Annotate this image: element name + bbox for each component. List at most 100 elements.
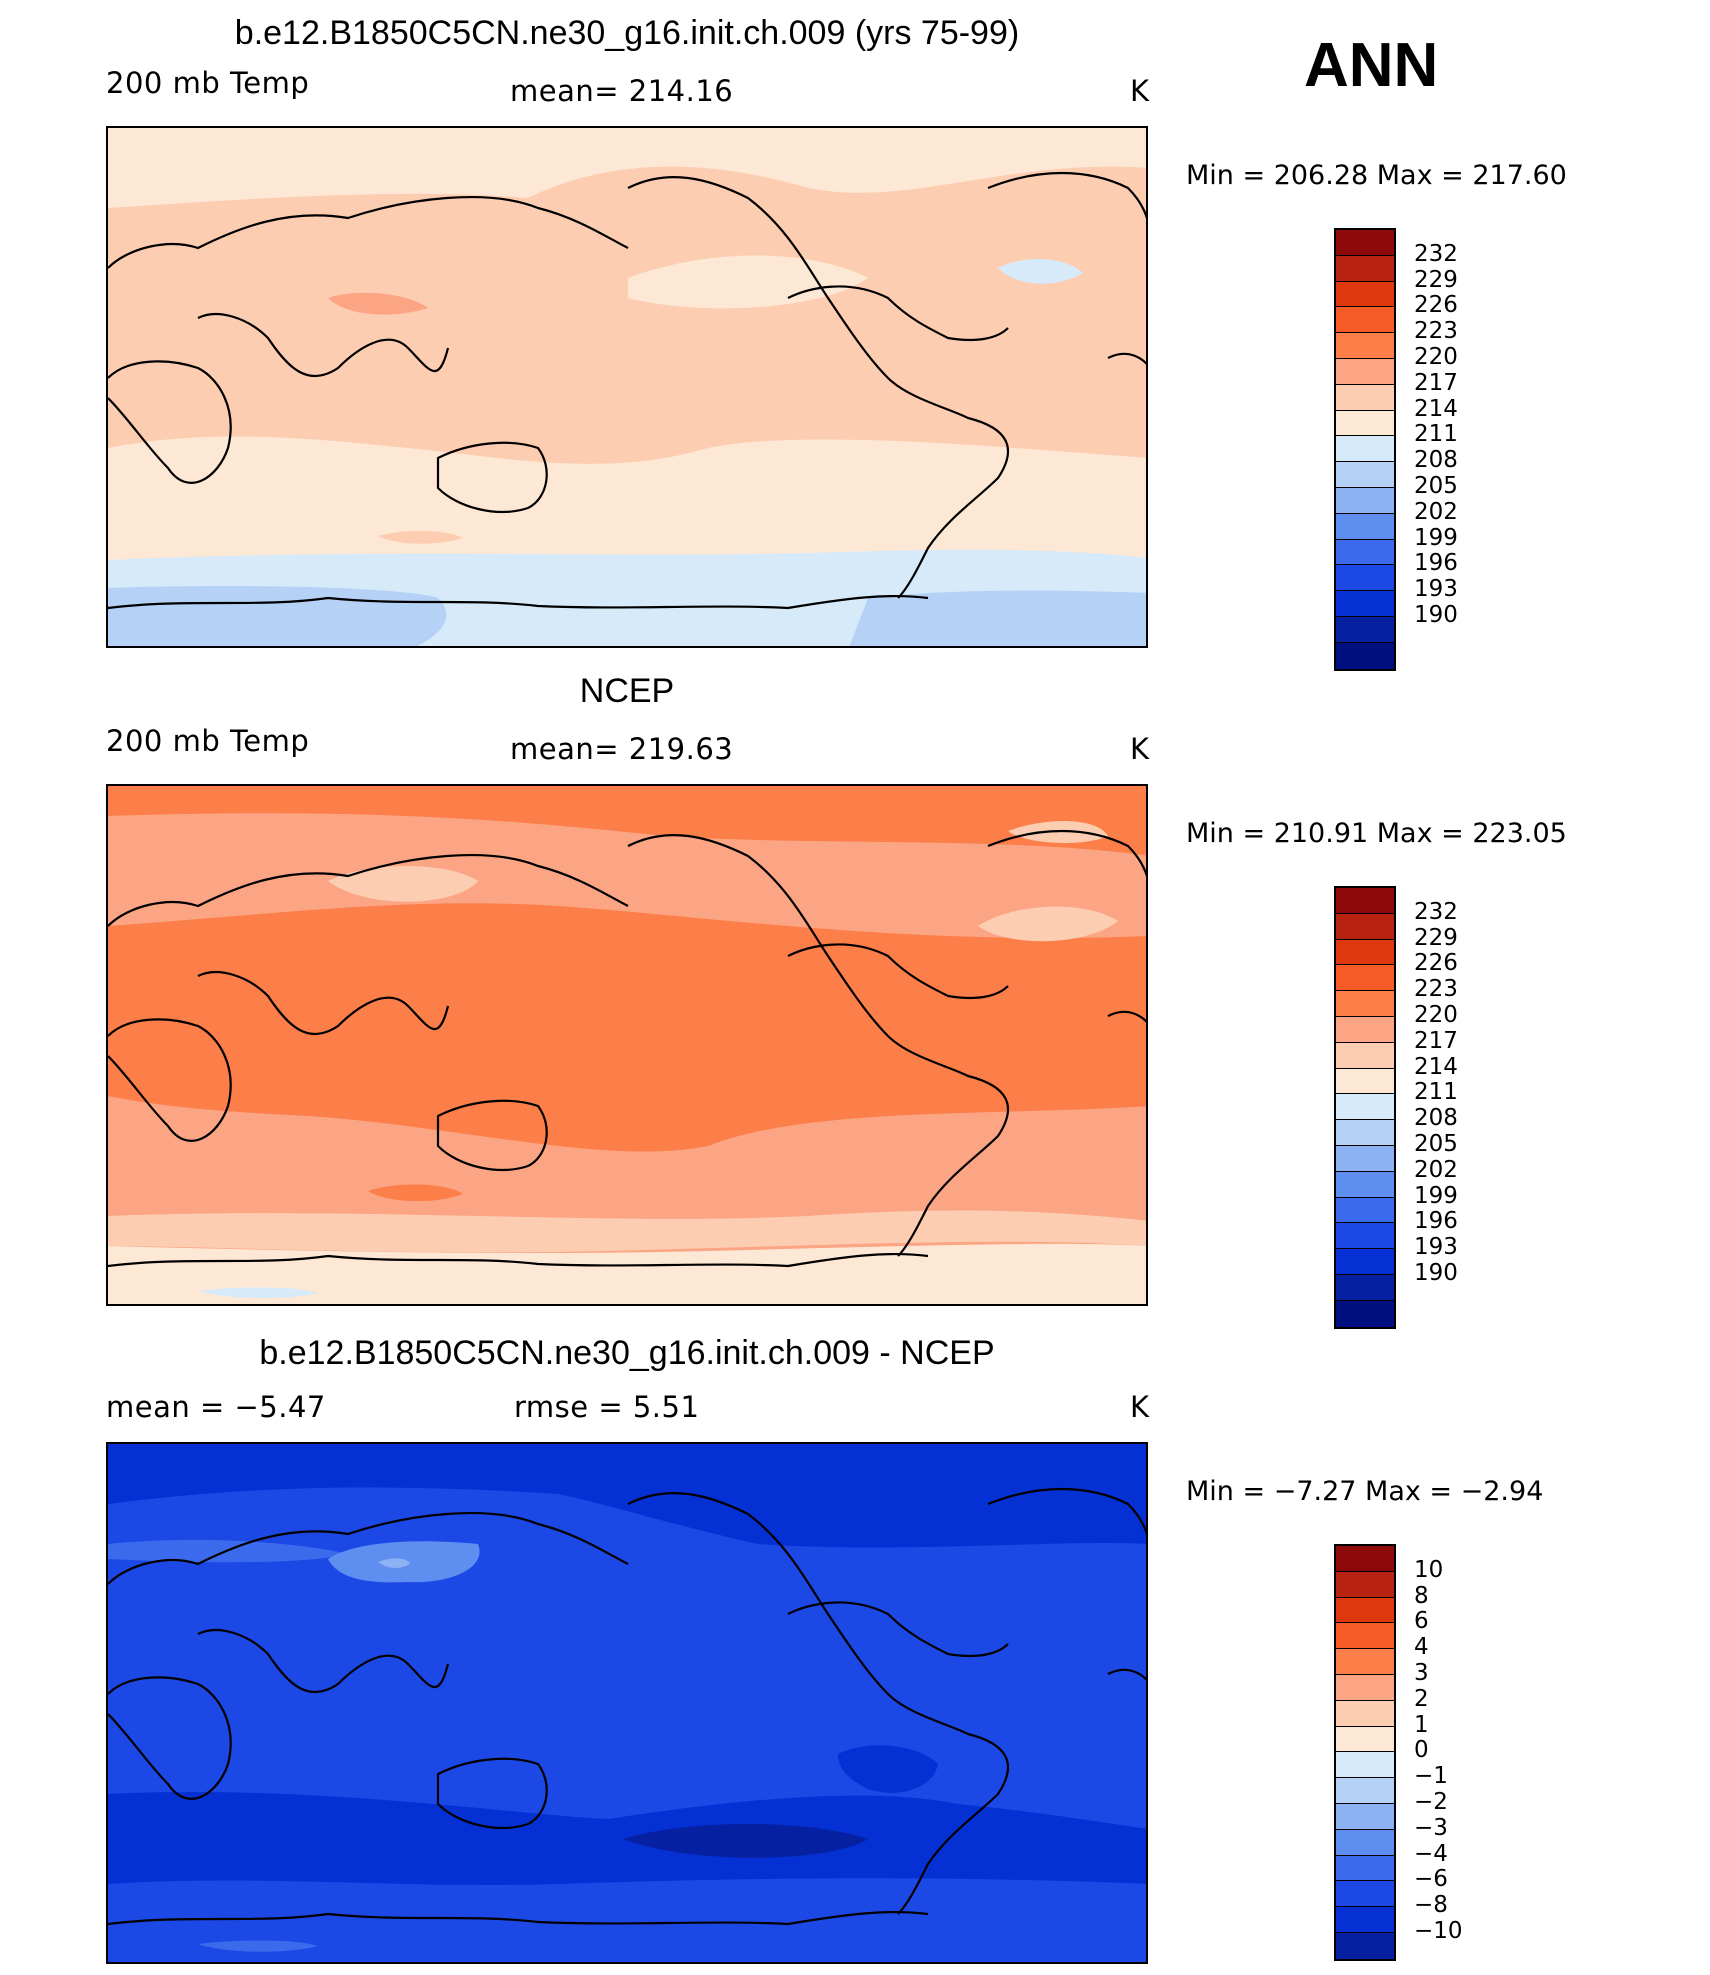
colorbar-swatch bbox=[1336, 991, 1394, 1017]
colorbar-tick-label: 193 bbox=[1414, 576, 1458, 603]
colorbar-tick-label: 205 bbox=[1414, 1131, 1458, 1157]
panel-3-title: b.e12.B1850C5CN.ne30_g16.init.ch.009 - N… bbox=[259, 1334, 995, 1372]
colorbar-swatch bbox=[1336, 1803, 1394, 1830]
colorbar-tick-label: 217 bbox=[1414, 369, 1458, 396]
colorbar-tick-label: 202 bbox=[1414, 498, 1458, 525]
colorbar-tick-label: 229 bbox=[1414, 924, 1458, 951]
colorbar-tick-label: 220 bbox=[1414, 1002, 1458, 1028]
colorbar-tick-label: 229 bbox=[1414, 266, 1458, 293]
colorbar-swatch bbox=[1336, 1016, 1394, 1043]
colorbar-swatch bbox=[1336, 939, 1394, 966]
colorbar-swatch bbox=[1336, 642, 1394, 669]
colorbar-swatch bbox=[1336, 1094, 1394, 1121]
colorbar-tick-label: 4 bbox=[1414, 1634, 1429, 1661]
panel-1-left-label: 200 mb Temp bbox=[106, 66, 310, 100]
colorbar-swatch bbox=[1336, 1597, 1394, 1624]
colorbar-swatch bbox=[1336, 591, 1394, 617]
panel-3-rmse-label: rmse = 5.51 bbox=[514, 1390, 700, 1424]
panel-3-units: K bbox=[1130, 1390, 1150, 1424]
colorbar-tick-label: 1 bbox=[1414, 1711, 1429, 1738]
colorbar-tick-label: 226 bbox=[1414, 950, 1458, 977]
colorbar-tick-label: 196 bbox=[1414, 1208, 1458, 1235]
colorbar-swatch bbox=[1336, 1546, 1394, 1572]
colorbar-tick-label: −4 bbox=[1414, 1840, 1448, 1867]
colorbar-swatch bbox=[1336, 965, 1394, 992]
colorbar-swatch bbox=[1336, 255, 1394, 282]
colorbar-swatch bbox=[1336, 539, 1394, 566]
colorbar-tick-label: 8 bbox=[1414, 1582, 1429, 1609]
colorbar-swatch bbox=[1336, 1145, 1394, 1172]
panel-1-min-max: Min = 206.28 Max = 217.60 bbox=[1186, 160, 1567, 191]
colorbar-swatch bbox=[1336, 1571, 1394, 1598]
colorbar-swatch bbox=[1336, 565, 1394, 592]
panel-2-units: K bbox=[1130, 732, 1150, 766]
panel-1-title: b.e12.B1850C5CN.ne30_g16.init.ch.009 (yr… bbox=[234, 14, 1020, 52]
colorbar-tick-label: −10 bbox=[1414, 1918, 1463, 1944]
colorbar-swatch bbox=[1336, 462, 1394, 488]
colorbar-swatch bbox=[1336, 1223, 1394, 1250]
colorbar-tick-label: 199 bbox=[1414, 524, 1458, 551]
colorbar-swatch bbox=[1336, 1274, 1394, 1301]
colorbar-swatch bbox=[1336, 307, 1394, 334]
colorbar-tick-label: 3 bbox=[1414, 1660, 1429, 1686]
colorbar-tick-label: 196 bbox=[1414, 550, 1458, 577]
colorbar-tick-label: 193 bbox=[1414, 1234, 1458, 1261]
colorbar-swatch bbox=[1336, 1855, 1394, 1882]
panel-1-mean-label: mean= 214.16 bbox=[510, 74, 734, 108]
colorbar-tick-label: 208 bbox=[1414, 1105, 1458, 1132]
colorbar-tick-label: 214 bbox=[1414, 1053, 1458, 1080]
colorbar-tick-label: −8 bbox=[1414, 1892, 1448, 1919]
colorbar-swatch bbox=[1336, 1674, 1394, 1701]
panel-2-min-max: Min = 210.91 Max = 223.05 bbox=[1186, 818, 1567, 849]
season-label: ANN bbox=[1304, 31, 1439, 100]
colorbar-tick-label: 223 bbox=[1414, 318, 1458, 345]
colorbar-tick-label: 223 bbox=[1414, 976, 1458, 1003]
colorbar-swatch bbox=[1336, 1649, 1394, 1675]
colorbar-swatch bbox=[1336, 616, 1394, 643]
colorbar-swatch bbox=[1336, 1197, 1394, 1224]
panel-3-map bbox=[106, 1442, 1148, 1964]
colorbar-swatch bbox=[1336, 1752, 1394, 1779]
colorbar-tick-label: 202 bbox=[1414, 1156, 1458, 1183]
colorbar-tick-label: −3 bbox=[1414, 1814, 1448, 1841]
colorbar-tick-label: 232 bbox=[1414, 240, 1458, 267]
panel-2-colorbar bbox=[1334, 886, 1396, 1329]
colorbar-tick-label: 2 bbox=[1414, 1685, 1429, 1712]
colorbar-swatch bbox=[1336, 1829, 1394, 1856]
panel-1-map bbox=[106, 126, 1148, 648]
colorbar-tick-label: 232 bbox=[1414, 898, 1458, 925]
colorbar-swatch bbox=[1336, 333, 1394, 359]
colorbar-tick-label: 190 bbox=[1414, 602, 1458, 628]
colorbar-tick-label: 0 bbox=[1414, 1737, 1429, 1764]
colorbar-swatch bbox=[1336, 436, 1394, 463]
panel-2-mean-label: mean= 219.63 bbox=[510, 732, 734, 766]
colorbar-swatch bbox=[1336, 1932, 1394, 1959]
colorbar-tick-label: 199 bbox=[1414, 1182, 1458, 1209]
colorbar-tick-label: −6 bbox=[1414, 1866, 1448, 1893]
panel-3-min-max: Min = −7.27 Max = −2.94 bbox=[1186, 1476, 1544, 1507]
colorbar-swatch bbox=[1336, 1300, 1394, 1327]
colorbar-swatch bbox=[1336, 1907, 1394, 1933]
colorbar-swatch bbox=[1336, 1881, 1394, 1908]
panel-1-units: K bbox=[1130, 74, 1150, 108]
panel-2-left-label: 200 mb Temp bbox=[106, 724, 310, 758]
colorbar-swatch bbox=[1336, 1249, 1394, 1275]
colorbar-swatch bbox=[1336, 1700, 1394, 1727]
panel-2-title: NCEP bbox=[579, 672, 675, 710]
colorbar-swatch bbox=[1336, 358, 1394, 385]
panel-2-map bbox=[106, 784, 1148, 1306]
panel-3-left-label: mean = −5.47 bbox=[106, 1390, 326, 1424]
colorbar-tick-label: 211 bbox=[1414, 1079, 1458, 1106]
colorbar-tick-label: 226 bbox=[1414, 292, 1458, 319]
colorbar-swatch bbox=[1336, 230, 1394, 256]
colorbar-swatch bbox=[1336, 1726, 1394, 1753]
colorbar-tick-label: 214 bbox=[1414, 395, 1458, 422]
colorbar-swatch bbox=[1336, 1120, 1394, 1146]
panel-1-colorbar bbox=[1334, 228, 1396, 671]
colorbar-swatch bbox=[1336, 487, 1394, 514]
colorbar-tick-label: 190 bbox=[1414, 1260, 1458, 1286]
colorbar-swatch bbox=[1336, 1623, 1394, 1650]
colorbar-swatch bbox=[1336, 888, 1394, 914]
colorbar-swatch bbox=[1336, 1068, 1394, 1095]
colorbar-swatch bbox=[1336, 1778, 1394, 1804]
